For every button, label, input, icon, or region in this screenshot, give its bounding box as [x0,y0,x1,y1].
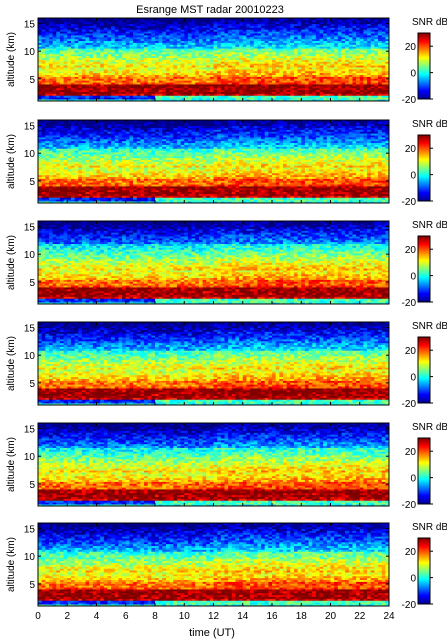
y-tick-label: 10 [24,47,36,58]
y-axis-label: altitude (km) [6,32,17,87]
colorbar-tick-label: 20 [405,42,417,53]
y-tick-label: 5 [29,75,35,86]
colorbar-tick-label: -20 [402,95,417,106]
y-tick-label: 15 [24,20,36,31]
radar-panel: 5 10 15 altitude (km) SNR dB -20 0 20 [6,17,447,106]
colorbar-label: SNR dB [412,17,447,28]
figure-title: Esrange MST radar 20010223 [136,4,284,16]
colorbar [418,33,430,99]
colorbar-tick-label: 0 [410,69,416,80]
